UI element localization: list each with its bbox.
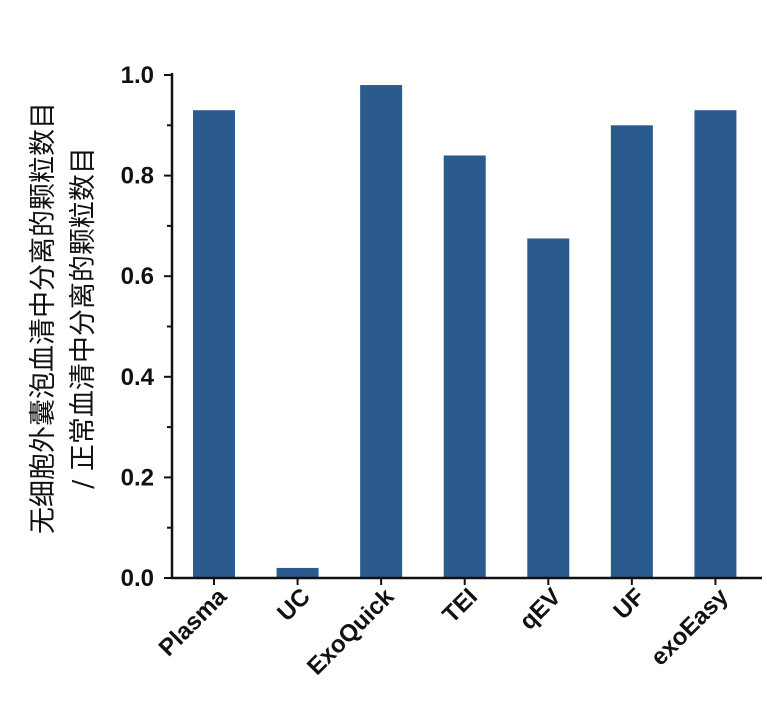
bar-exoeasy bbox=[694, 110, 737, 579]
y-tick-label-1.0: 1.0 bbox=[121, 62, 154, 89]
y-tick-label-0.8: 0.8 bbox=[121, 163, 154, 190]
x-label-plasma: Plasma bbox=[154, 583, 233, 662]
bar-qev bbox=[527, 238, 570, 578]
bar-uc bbox=[276, 567, 319, 578]
bar-tei bbox=[443, 155, 486, 579]
y-axis-label: 无细胞外囊泡血清中分离的颗粒数目 / 正常血清中分离的颗粒数目 bbox=[28, 102, 99, 534]
y-tick-label-0.6: 0.6 bbox=[121, 263, 154, 290]
bar-exoquick bbox=[360, 85, 403, 578]
x-label-uc: UC bbox=[272, 583, 316, 627]
bar-plasma bbox=[193, 110, 235, 579]
y-axis-label-line-1: 无细胞外囊泡血清中分离的颗粒数目 bbox=[28, 102, 59, 534]
x-label-exoquick: ExoQuick bbox=[302, 583, 400, 681]
y-ticks-group: 0.0 0.2 0.4 0.6 0.8 1.0 bbox=[121, 62, 172, 592]
bar-uf bbox=[610, 125, 653, 579]
y-tick-label-0.4: 0.4 bbox=[121, 364, 155, 391]
x-label-exoeasy: exoEasy bbox=[646, 583, 734, 671]
x-label-qev: qEV bbox=[514, 583, 566, 635]
x-label-uf: UF bbox=[608, 583, 650, 625]
y-tick-label-0.0: 0.0 bbox=[121, 565, 154, 592]
bars-group bbox=[193, 85, 737, 579]
y-axis-label-line-2: / 正常血清中分离的颗粒数目 bbox=[68, 147, 99, 489]
y-tick-label-0.2: 0.2 bbox=[121, 464, 154, 491]
x-label-tei: TEI bbox=[437, 583, 482, 628]
